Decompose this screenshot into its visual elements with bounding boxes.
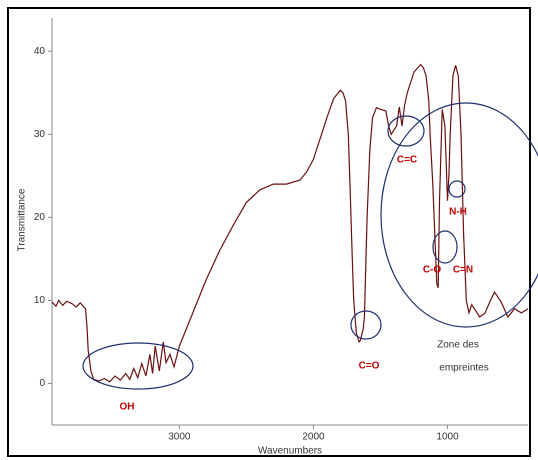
x-tick-label: 3000 <box>168 432 191 443</box>
annotation: OH <box>120 402 135 413</box>
x-tick-label: 2000 <box>302 432 325 443</box>
annotation: C=C <box>397 155 417 166</box>
oh-circle <box>82 342 194 390</box>
y-tick-label: 20 <box>34 212 46 223</box>
cc-circle <box>387 115 425 147</box>
nh-circle <box>448 180 466 198</box>
spectrum-line <box>51 63 529 383</box>
plot: 0 10 20 30 40 3000 2000 1000 <box>34 18 529 443</box>
annotation: empreintes <box>439 363 488 374</box>
annotation: Zone des <box>437 340 479 351</box>
annotation: C=O <box>359 361 380 372</box>
zone-circle <box>380 102 538 328</box>
frame <box>7 7 531 457</box>
x-tick-label: 1000 <box>436 432 459 443</box>
y-axis-label: Transmittance <box>17 188 28 251</box>
y-tick-label: 10 <box>34 295 46 306</box>
annotation: C-O <box>423 265 442 276</box>
annotation: C=N <box>453 265 473 276</box>
y-tick-label: 0 <box>39 378 45 389</box>
y-tick-label: 40 <box>34 46 46 57</box>
x-axis-label: Wavenumbers <box>258 446 322 457</box>
c-o-circle <box>432 230 458 264</box>
co-circle <box>350 310 382 340</box>
y-tick-label: 30 <box>34 129 46 140</box>
annotation: N-H <box>449 207 467 218</box>
